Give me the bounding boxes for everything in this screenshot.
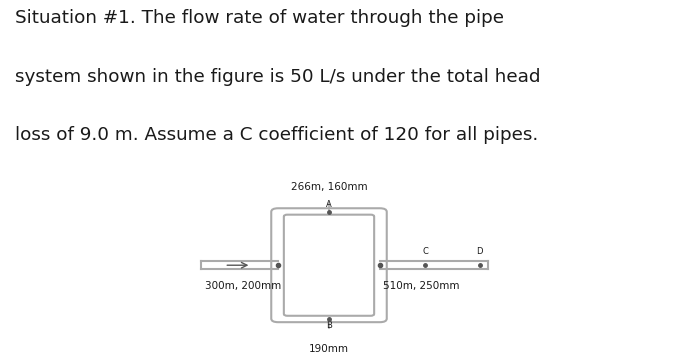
Text: system shown in the figure is 50 L/s under the total head: system shown in the figure is 50 L/s und… [15,68,541,86]
Text: loss of 9.0 m. Assume a C coefficient of 120 for all pipes.: loss of 9.0 m. Assume a C coefficient of… [15,126,539,145]
Text: 190mm: 190mm [309,344,349,354]
Text: B: B [326,321,332,330]
Text: 300m, 200mm: 300m, 200mm [204,281,281,291]
Text: A: A [326,200,332,209]
Text: D: D [477,247,483,256]
Text: 266m, 160mm: 266m, 160mm [290,182,368,192]
Text: Situation #1. The flow rate of water through the pipe: Situation #1. The flow rate of water thr… [15,9,505,27]
Text: 510m, 250mm: 510m, 250mm [384,281,460,291]
Text: C: C [422,247,428,256]
